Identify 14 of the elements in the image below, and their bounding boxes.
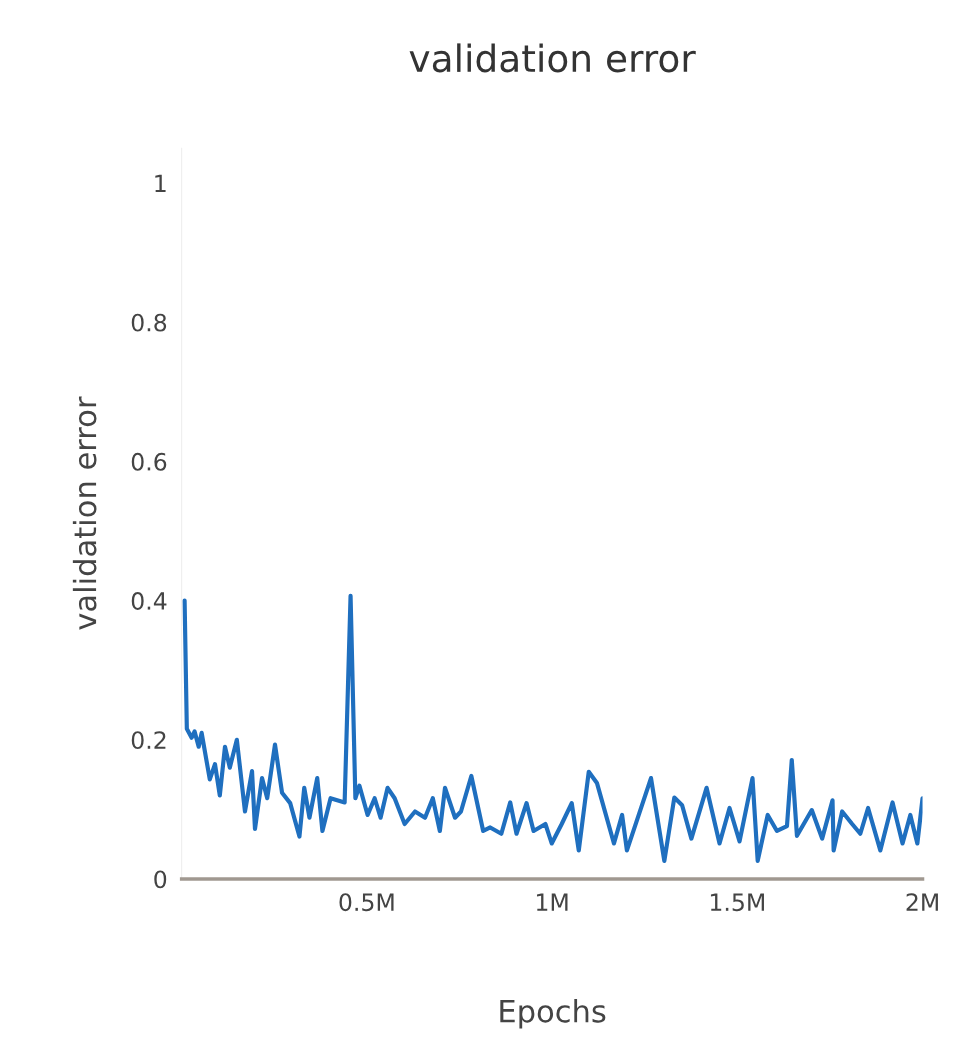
y-tick-label: 1: [155, 174, 166, 193]
y-axis-title: validation error: [72, 396, 97, 630]
x-tick-label: 1M: [536, 893, 568, 911]
x-tick-label: 2M: [906, 893, 938, 911]
y-tick-label: 0.6: [131, 452, 167, 471]
y-tick-label: 0.8: [131, 313, 167, 332]
chart-title: validation error: [409, 43, 696, 73]
x-tick-label: 1.5M: [710, 893, 764, 912]
x-tick-label: 0.5M: [339, 893, 394, 912]
y-tick-label: 0.2: [131, 731, 166, 750]
line-series: [182, 593, 923, 863]
y-tick-label: 0: [154, 870, 167, 889]
x-axis-title: Epochs: [500, 999, 606, 1029]
y-tick-label: 0.4: [131, 592, 167, 610]
